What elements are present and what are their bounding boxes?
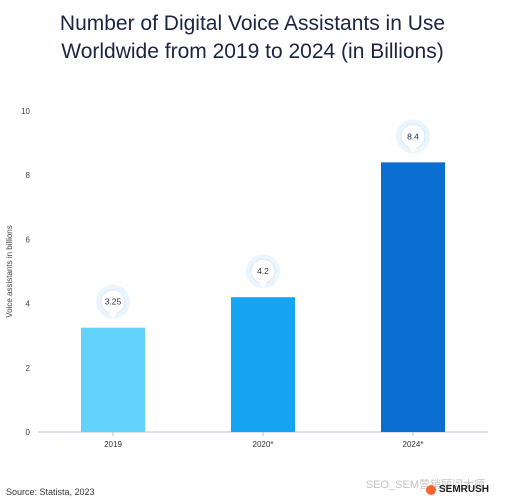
- y-tick-label: 2: [26, 364, 31, 373]
- y-tick-label: 0: [26, 428, 31, 437]
- y-tick-label: 6: [26, 235, 31, 244]
- brand-name: SEMRUSH: [438, 484, 489, 495]
- bar-2020: [231, 297, 295, 432]
- brand-logo: SEMRUSH: [425, 484, 489, 495]
- brand-flame-icon: [425, 484, 436, 495]
- x-tick-label: 2019: [104, 440, 122, 449]
- y-tick-label: 4: [26, 300, 31, 309]
- y-tick-label: 8: [26, 171, 31, 180]
- bar-2019: [81, 327, 145, 432]
- y-axis-label: Voice assistants in billions: [5, 225, 14, 318]
- y-tick-label: 10: [21, 107, 30, 116]
- data-label-pointer: [109, 312, 117, 319]
- chart-title-line-1: Number of Digital Voice Assistants in Us…: [59, 12, 446, 35]
- chart-title-line-2: Worldwide from 2019 to 2024 (in Billions…: [61, 40, 444, 63]
- source-note: Source: Statista, 2023: [6, 487, 95, 497]
- x-tick-label: 2024*: [403, 440, 424, 449]
- data-label-pointer: [259, 282, 267, 289]
- data-label: 4.2: [257, 266, 269, 276]
- data-label-pointer: [409, 147, 417, 154]
- x-tick-label: 2020*: [253, 440, 274, 449]
- data-label: 8.4: [407, 131, 419, 141]
- bar-2024: [381, 162, 445, 433]
- watermark: SEO_SEM营销顾问大师: [365, 479, 485, 491]
- data-label: 3.25: [105, 297, 122, 307]
- chart-title: Number of Digital Voice Assistants in Us…: [0, 10, 505, 66]
